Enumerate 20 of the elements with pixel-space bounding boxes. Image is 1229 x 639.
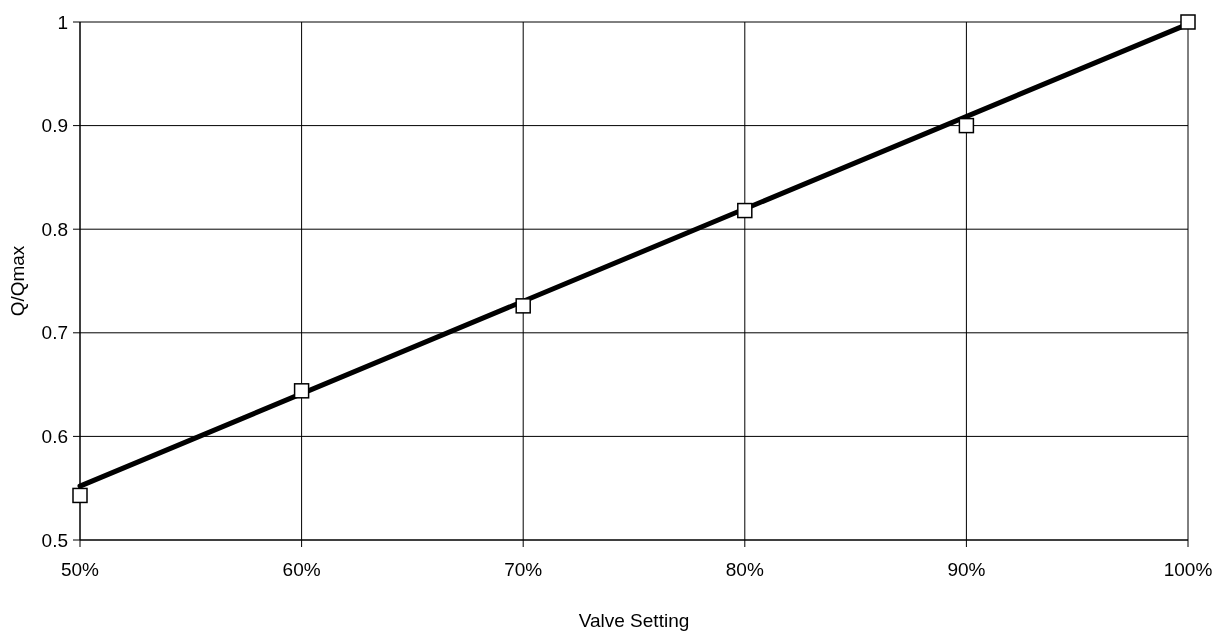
point xyxy=(515,298,531,314)
x-tick-label: 80% xyxy=(725,559,764,580)
x-tick-label: 50% xyxy=(60,559,100,580)
x-tick-label: 90% xyxy=(947,559,986,580)
point xyxy=(293,383,310,399)
y-tick-label: 0.6 xyxy=(41,426,68,448)
y-axis-title: Q/Qmax xyxy=(7,245,28,317)
x-tick-label: 100% xyxy=(1163,559,1213,580)
y-tick-label: 0.8 xyxy=(41,218,68,240)
y-tick-label: 0.9 xyxy=(41,115,68,137)
point xyxy=(737,202,753,219)
x-tick-label: 60% xyxy=(282,559,321,580)
y-tick-label: 0.7 xyxy=(41,322,68,344)
x-axis-title: Valve Setting xyxy=(578,610,690,631)
x-tick-label: 70% xyxy=(504,559,543,580)
point xyxy=(72,487,88,504)
y-tick-label: 0.5 xyxy=(41,529,68,551)
point xyxy=(958,117,975,134)
point xyxy=(1180,14,1196,30)
y-tick-label: 1 xyxy=(57,11,68,33)
